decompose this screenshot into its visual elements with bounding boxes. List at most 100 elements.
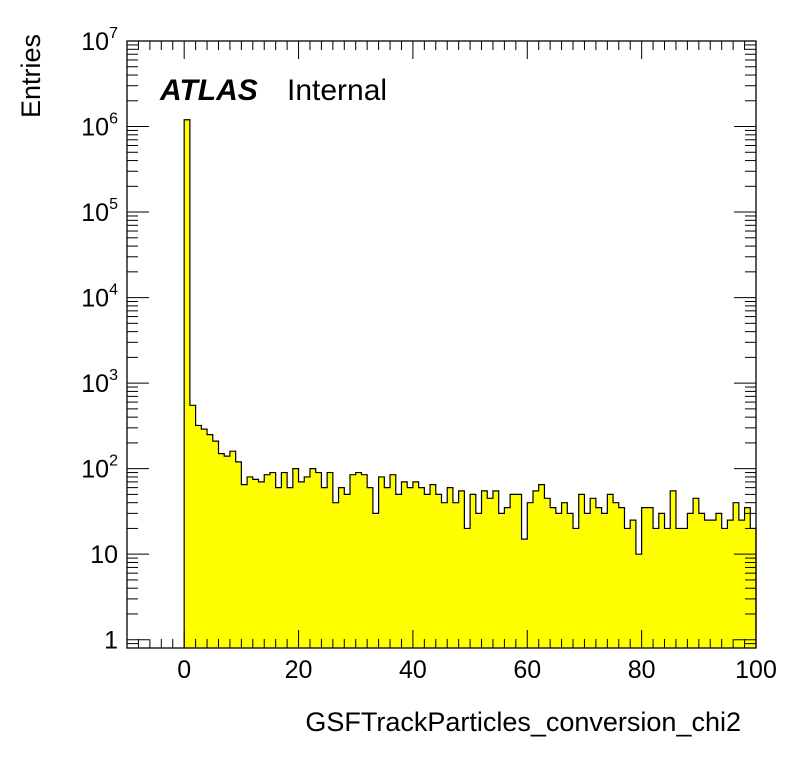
histogram-bin bbox=[567, 513, 574, 648]
histogram-bin bbox=[235, 461, 242, 648]
histogram-bin bbox=[338, 487, 345, 648]
histogram-bin bbox=[698, 513, 705, 648]
histogram-bin bbox=[298, 481, 305, 648]
histogram-bin bbox=[241, 484, 248, 648]
histogram-bin bbox=[372, 513, 379, 648]
histogram-bin bbox=[201, 429, 208, 648]
histogram-bin bbox=[275, 487, 282, 648]
histogram-bin bbox=[544, 498, 551, 648]
histogram-bin bbox=[721, 528, 728, 648]
histogram-bin bbox=[418, 487, 425, 648]
histogram-bin bbox=[664, 528, 671, 648]
histogram-bin bbox=[607, 494, 614, 648]
histogram-bin bbox=[367, 487, 374, 648]
y-tick-label: 104 bbox=[81, 282, 118, 313]
histogram-bin bbox=[332, 502, 339, 648]
x-axis-title: GSFTrackParticles_conversion_chi2 bbox=[305, 707, 741, 737]
y-axis-title: Entries bbox=[16, 34, 46, 118]
histogram-bin bbox=[189, 405, 196, 648]
histogram-bin bbox=[733, 502, 740, 648]
histogram-bin bbox=[670, 490, 677, 648]
histogram-bin bbox=[613, 502, 620, 648]
y-tick-label: 10 bbox=[90, 541, 118, 569]
histogram-bin bbox=[424, 494, 431, 648]
histogram-bin bbox=[492, 490, 499, 648]
histogram-bin bbox=[618, 507, 625, 648]
atlas-label: ATLAS bbox=[159, 74, 258, 107]
histogram-bin bbox=[590, 498, 597, 648]
histogram-bin bbox=[675, 528, 682, 648]
histogram-bin bbox=[521, 539, 528, 648]
y-tick-label: 1 bbox=[104, 627, 118, 655]
histogram-bin bbox=[435, 494, 442, 648]
histogram-bin bbox=[395, 494, 402, 648]
histogram-bin bbox=[292, 468, 299, 648]
histogram-bin bbox=[464, 528, 471, 648]
histogram-bin bbox=[630, 520, 637, 648]
histogram-bin bbox=[727, 520, 734, 648]
histogram-bin bbox=[647, 507, 654, 648]
histogram-bin bbox=[281, 472, 288, 648]
histogram-bin bbox=[224, 456, 231, 648]
histogram-bin bbox=[510, 494, 517, 648]
histogram-bin bbox=[229, 451, 236, 648]
histogram-bin bbox=[641, 507, 648, 648]
histogram-bin bbox=[441, 502, 448, 648]
histogram-bin bbox=[207, 434, 214, 648]
tick-labels: 0 20 40 60 80 100 1 10 102 103 104 105 106 107 bbox=[81, 25, 777, 684]
histogram-bin bbox=[487, 498, 494, 648]
histogram-bin bbox=[378, 476, 385, 648]
histogram-bin bbox=[693, 498, 700, 648]
histogram-bin bbox=[635, 554, 642, 648]
histogram-bin bbox=[601, 513, 608, 648]
histogram-bin bbox=[527, 502, 534, 648]
histogram-bin bbox=[653, 528, 660, 648]
histogram-bin bbox=[687, 513, 694, 648]
y-tick-label: 107 bbox=[81, 25, 118, 56]
histogram-bin bbox=[430, 484, 437, 648]
plot-frame bbox=[126, 40, 757, 649]
y-tick-label: 105 bbox=[81, 196, 118, 227]
histogram-bin bbox=[218, 453, 225, 648]
histogram-bin bbox=[195, 425, 202, 648]
histogram-bin bbox=[573, 528, 580, 648]
histogram-bin bbox=[212, 441, 219, 648]
histogram-bin bbox=[252, 479, 259, 648]
histogram-bin bbox=[315, 472, 322, 648]
histogram-bin bbox=[184, 119, 191, 648]
histogram-bin bbox=[584, 513, 591, 648]
histogram-bin bbox=[304, 476, 311, 648]
histogram-bin bbox=[578, 494, 585, 648]
histogram-bin bbox=[624, 528, 631, 648]
histogram-bin bbox=[269, 472, 276, 648]
histogram-bin bbox=[401, 481, 408, 648]
histogram-bin bbox=[710, 520, 717, 648]
histogram-bin bbox=[407, 487, 414, 648]
histogram-bin bbox=[475, 513, 482, 648]
histogram-bin bbox=[247, 476, 254, 648]
histogram-bin bbox=[532, 490, 540, 648]
x-tick-label: 20 bbox=[285, 656, 313, 684]
histogram-bin bbox=[538, 484, 545, 648]
axis-ticks bbox=[126, 40, 757, 649]
histogram-bin bbox=[361, 474, 368, 648]
histogram-bin bbox=[744, 507, 751, 648]
histogram-bin bbox=[504, 507, 511, 648]
y-tick-label: 106 bbox=[81, 111, 118, 142]
histogram-bin bbox=[658, 513, 665, 648]
y-tick-label: 103 bbox=[81, 367, 118, 398]
histogram-bin bbox=[355, 472, 362, 648]
histogram-bin bbox=[264, 474, 271, 648]
histogram-bin bbox=[412, 481, 419, 648]
histogram-bin bbox=[350, 474, 357, 648]
histogram-bin bbox=[258, 481, 265, 648]
histogram-bin bbox=[595, 507, 602, 648]
histogram-bin bbox=[470, 494, 477, 648]
histogram-bin bbox=[481, 490, 488, 648]
histogram-bin bbox=[550, 507, 557, 648]
histogram-outline bbox=[183, 119, 757, 648]
histogram-bin bbox=[321, 487, 328, 648]
y-tick-label: 102 bbox=[81, 453, 118, 484]
histogram-bin bbox=[447, 487, 454, 648]
